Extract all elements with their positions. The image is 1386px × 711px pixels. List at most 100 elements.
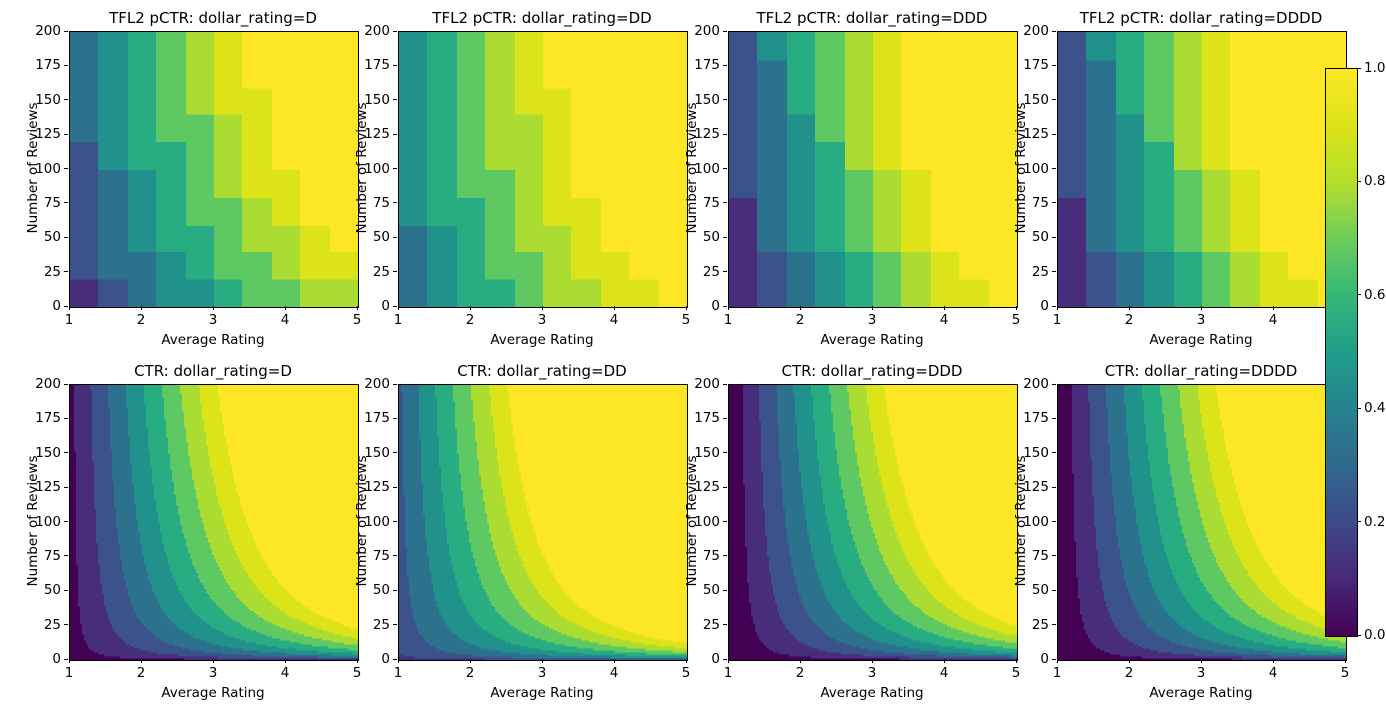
x-tick-mark bbox=[1015, 306, 1017, 310]
colorbar-tick-label: 0.6 bbox=[1364, 286, 1386, 303]
x-tick-label: 1 bbox=[723, 665, 733, 681]
y-tick-label: 125 bbox=[364, 126, 390, 143]
panel-title: TFL2 pCTR: dollar_rating=DDD bbox=[756, 9, 988, 27]
y-tick-mark bbox=[1052, 555, 1056, 557]
y-tick-mark bbox=[1052, 30, 1056, 32]
x-tick-mark bbox=[613, 659, 615, 663]
y-tick-label: 175 bbox=[364, 410, 390, 427]
colorbar-tick-mark bbox=[1357, 67, 1361, 69]
y-tick-mark bbox=[393, 383, 397, 385]
y-tick-mark bbox=[393, 555, 397, 557]
y-tick-mark bbox=[723, 589, 727, 591]
y-tick-mark bbox=[723, 486, 727, 488]
x-tick-label: 2 bbox=[136, 312, 146, 328]
x-tick-label: 3 bbox=[1196, 312, 1206, 328]
y-tick-label: 200 bbox=[35, 23, 61, 39]
y-tick-mark bbox=[723, 202, 727, 204]
y-tick-mark bbox=[64, 658, 68, 660]
x-tick-mark bbox=[284, 306, 286, 310]
x-tick-mark bbox=[1200, 306, 1202, 310]
y-tick-label: 125 bbox=[694, 126, 720, 143]
panel-title: CTR: dollar_rating=DDD bbox=[781, 362, 963, 380]
y-tick-mark bbox=[723, 30, 727, 32]
y-tick-mark bbox=[1052, 168, 1056, 170]
y-tick-mark bbox=[393, 133, 397, 135]
y-tick-label: 50 bbox=[372, 582, 390, 599]
y-tick-label: 150 bbox=[35, 444, 61, 461]
x-tick-label: 1 bbox=[723, 312, 733, 328]
y-tick-label: 150 bbox=[35, 91, 61, 108]
panel-title: TFL2 pCTR: dollar_rating=DDDD bbox=[1079, 9, 1323, 27]
y-tick-mark bbox=[393, 521, 397, 523]
y-tick-label: 125 bbox=[35, 126, 61, 143]
y-tick-label: 150 bbox=[364, 444, 390, 461]
x-tick-mark bbox=[1200, 659, 1202, 663]
y-tick-label: 200 bbox=[1023, 23, 1049, 39]
x-tick-label: 1 bbox=[64, 665, 74, 681]
x-tick-label: 1 bbox=[1052, 312, 1062, 328]
x-tick-mark bbox=[685, 306, 687, 310]
y-tick-mark bbox=[64, 589, 68, 591]
y-tick-label: 0 bbox=[711, 298, 720, 314]
y-tick-mark bbox=[64, 624, 68, 626]
x-tick-mark bbox=[871, 659, 873, 663]
x-axis-label: Average Rating bbox=[161, 685, 265, 701]
y-tick-label: 25 bbox=[702, 616, 720, 633]
y-tick-label: 125 bbox=[364, 479, 390, 496]
x-tick-mark bbox=[613, 306, 615, 310]
y-tick-label: 200 bbox=[694, 376, 720, 392]
contour-plot-area bbox=[398, 384, 688, 661]
y-tick-mark bbox=[1052, 383, 1056, 385]
y-tick-label: 150 bbox=[1023, 444, 1049, 461]
x-tick-mark bbox=[212, 659, 214, 663]
y-axis-label: Number of Reviews bbox=[1013, 454, 1029, 587]
x-tick-label: 3 bbox=[537, 665, 547, 681]
x-tick-label: 2 bbox=[1124, 312, 1134, 328]
y-tick-mark bbox=[64, 486, 68, 488]
x-tick-mark bbox=[1056, 659, 1058, 663]
y-tick-mark bbox=[1052, 305, 1056, 307]
y-tick-mark bbox=[1052, 202, 1056, 204]
y-tick-label: 50 bbox=[43, 229, 61, 246]
y-tick-label: 75 bbox=[702, 547, 720, 564]
x-tick-mark bbox=[397, 659, 399, 663]
x-tick-mark bbox=[727, 659, 729, 663]
y-tick-mark bbox=[1052, 271, 1056, 273]
y-tick-mark bbox=[723, 236, 727, 238]
y-tick-mark bbox=[64, 521, 68, 523]
colorbar-gradient bbox=[1325, 68, 1358, 637]
y-axis-label: Number of Reviews bbox=[684, 101, 700, 234]
y-axis-label: Number of Reviews bbox=[25, 454, 41, 587]
subplot-panel: CTR: dollar_rating=DDDD 0 25 50 75 100 125 150 1… bbox=[1013, 362, 1349, 701]
y-tick-label: 75 bbox=[1031, 194, 1049, 211]
y-tick-mark bbox=[393, 658, 397, 660]
x-tick-mark bbox=[140, 659, 142, 663]
y-tick-mark bbox=[64, 64, 68, 66]
colorbar-tick-mark bbox=[1357, 521, 1361, 523]
y-tick-label: 75 bbox=[1031, 547, 1049, 564]
y-tick-mark bbox=[723, 383, 727, 385]
y-tick-label: 50 bbox=[1031, 229, 1049, 246]
x-tick-mark bbox=[799, 306, 801, 310]
x-tick-label: 4 bbox=[939, 665, 949, 681]
x-tick-label: 3 bbox=[867, 665, 877, 681]
colorbar-tick-label: 1.0 bbox=[1364, 60, 1386, 76]
y-tick-label: 50 bbox=[372, 229, 390, 246]
x-tick-label: 5 bbox=[681, 312, 691, 328]
y-tick-label: 200 bbox=[364, 376, 390, 392]
x-tick-mark bbox=[943, 659, 945, 663]
x-tick-label: 2 bbox=[795, 665, 805, 681]
y-tick-mark bbox=[393, 271, 397, 273]
x-tick-label: 5 bbox=[1340, 665, 1350, 681]
y-tick-mark bbox=[723, 521, 727, 523]
x-tick-mark bbox=[541, 306, 543, 310]
contour-plot-area bbox=[728, 31, 1018, 308]
contour-plot-area bbox=[398, 31, 688, 308]
y-tick-label: 0 bbox=[1040, 298, 1049, 314]
y-tick-mark bbox=[64, 133, 68, 135]
y-tick-mark bbox=[64, 452, 68, 454]
contour-plot-area bbox=[69, 31, 359, 308]
y-tick-label: 100 bbox=[694, 160, 720, 177]
y-tick-label: 125 bbox=[1023, 126, 1049, 143]
x-tick-mark bbox=[541, 659, 543, 663]
